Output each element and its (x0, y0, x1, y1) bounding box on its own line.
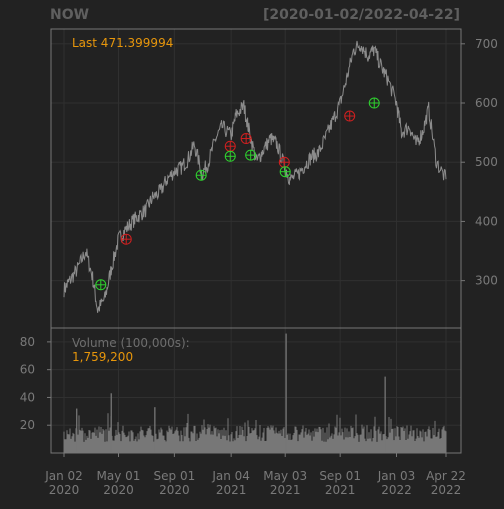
x-tick-label-date: Apr 22 (426, 469, 466, 483)
x-tick-label-date: May 01 (97, 469, 141, 483)
buy-marker (245, 149, 257, 161)
x-tick-label-year: 2020 (159, 483, 190, 497)
price-y-tick-label: 400 (475, 214, 498, 228)
price-y-tick-label: 600 (475, 96, 498, 110)
x-tick-label-date: Sep 01 (154, 469, 196, 483)
x-tick-label-date: Sep 01 (319, 469, 361, 483)
volume-y-tick-label: 20 (20, 418, 35, 432)
x-tick-label-date: May 03 (263, 469, 307, 483)
volume-bars (63, 333, 447, 453)
volume-y-axis: 20 40 60 80 (20, 335, 51, 432)
volume-y-tick-label: 40 (20, 390, 35, 404)
x-tick-label-year: 2022 (381, 483, 412, 497)
volume-y-tick-label: 80 (20, 335, 35, 349)
chart-symbol: NOW (50, 7, 89, 23)
x-tick-label-date: Jan 04 (211, 469, 250, 483)
chart-date-range: [2020-01-02/2022-04-22] (263, 7, 460, 23)
x-tick-label-year: 2020 (49, 483, 80, 497)
price-series-line (63, 40, 447, 313)
last-price-label: Last 471.399994 (72, 36, 173, 50)
buy-marker (195, 169, 207, 181)
sell-marker (120, 233, 132, 245)
price-grid (51, 29, 461, 328)
volume-label: Volume (100,000s): (72, 336, 190, 350)
sell-marker (224, 140, 236, 152)
volume-panel-frame (50, 327, 462, 454)
price-y-axis: 300 400 500 600 700 (461, 37, 498, 288)
buy-marker (368, 97, 380, 109)
x-tick-label-year: 2021 (270, 483, 301, 497)
buy-marker (279, 166, 291, 178)
x-tick-label-year: 2021 (325, 483, 356, 497)
buy-marker (95, 279, 107, 291)
sell-marker (344, 110, 356, 122)
price-y-tick-label: 300 (475, 274, 498, 288)
x-tick-label-year: 2021 (216, 483, 247, 497)
volume-value: 1,759,200 (72, 350, 133, 364)
price-y-tick-label: 700 (475, 37, 498, 51)
x-tick-label-date: Jan 02 (44, 469, 83, 483)
price-series (63, 40, 447, 313)
buy-marker (224, 150, 236, 162)
x-tick-label-year: 2022 (431, 483, 462, 497)
volume-y-tick-label: 60 (20, 363, 35, 377)
price-y-tick-label: 500 (475, 155, 498, 169)
x-tick-label-year: 2020 (103, 483, 134, 497)
x-tick-label-date: Jan 03 (377, 469, 416, 483)
trade-markers (95, 97, 380, 291)
sell-marker (240, 133, 252, 145)
sell-marker (278, 156, 290, 168)
